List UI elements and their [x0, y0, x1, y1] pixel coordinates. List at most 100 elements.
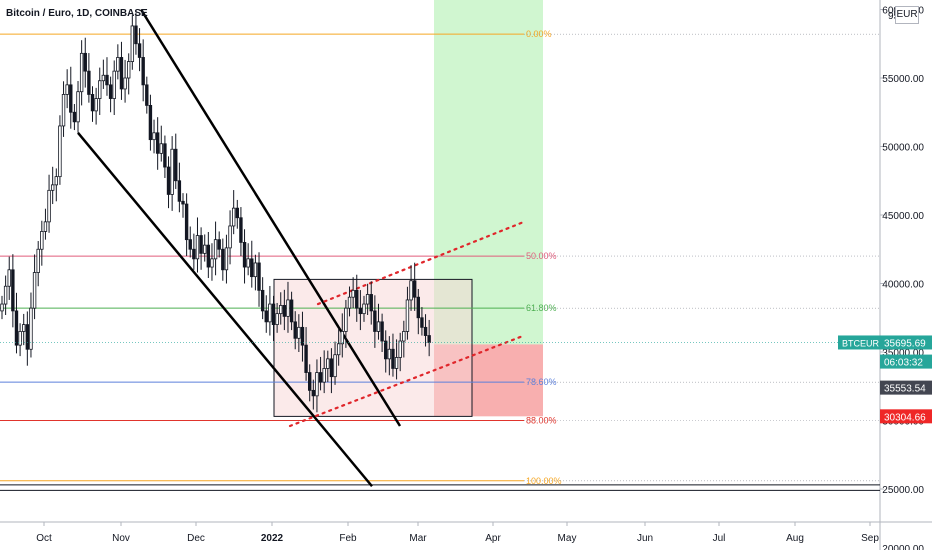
candle-body	[83, 52, 87, 72]
candle-body	[380, 321, 384, 342]
candle-body	[257, 262, 261, 291]
x-tick-label: Sep	[861, 533, 879, 544]
candle-body	[155, 132, 160, 154]
candle-body	[264, 310, 268, 323]
candle-body	[141, 57, 145, 86]
candle-body	[253, 262, 258, 278]
candle-body	[384, 340, 388, 360]
candle-body	[387, 348, 392, 360]
ticker-label-bg	[838, 335, 880, 350]
candle-body	[192, 248, 196, 260]
candle-body	[58, 125, 62, 178]
candle-body	[18, 331, 22, 346]
candle-body	[315, 372, 319, 397]
candle-body	[25, 324, 30, 350]
candle-body	[32, 272, 37, 309]
fib-level-label: 50.00%	[526, 251, 557, 261]
candle-body	[108, 84, 113, 99]
candle-body	[36, 248, 40, 273]
candle-body	[373, 310, 377, 332]
fib-level-label: 0.00%	[526, 29, 552, 39]
x-tick-label: 2022	[261, 533, 284, 544]
candle-body	[61, 94, 66, 127]
candle-body	[333, 354, 337, 378]
candle-body	[40, 231, 44, 250]
candle-body	[311, 389, 316, 397]
candle-body	[398, 340, 402, 358]
candle-body	[14, 310, 19, 346]
candle-body	[228, 225, 232, 249]
candle-body	[293, 321, 297, 339]
candle-body	[427, 335, 431, 343]
candle-body	[206, 244, 211, 268]
candle-body	[402, 331, 406, 342]
channel-lower-dotted-line	[288, 334, 526, 428]
candle-body	[297, 326, 301, 339]
x-tick-label: May	[558, 533, 577, 544]
candle-body	[271, 303, 276, 325]
x-tick-label: Aug	[786, 533, 804, 544]
y-tick-label: 35000.00	[882, 348, 924, 359]
candle-body	[224, 247, 229, 271]
candle-body	[112, 70, 116, 99]
fib-level-label: 78.60%	[526, 377, 557, 387]
candle-body	[72, 111, 77, 123]
candle-body	[116, 57, 120, 72]
price-label: 35695.69	[884, 338, 926, 349]
x-tick-label: Jul	[713, 533, 726, 544]
candle-body	[318, 372, 323, 383]
candle-body	[242, 241, 247, 268]
candle-body	[420, 317, 424, 328]
candle-body	[47, 189, 51, 223]
price-label: 35553.54	[884, 384, 926, 395]
candle-body	[177, 180, 182, 202]
candle-body	[22, 324, 26, 332]
candle-body	[199, 235, 203, 254]
candle-body	[163, 143, 167, 168]
candle-body	[275, 313, 279, 326]
candle-body	[221, 248, 225, 271]
candle-body	[423, 326, 428, 336]
y-tick-label: 25000.00	[882, 485, 924, 496]
candle-body	[369, 294, 373, 312]
fib-level-label: 100.00%	[526, 476, 562, 486]
x-tick-label: Feb	[339, 533, 357, 544]
ticker-label: BTCEUR	[842, 338, 880, 348]
candle-body	[188, 239, 192, 250]
candle-body	[347, 296, 352, 309]
candle-body	[213, 239, 218, 260]
candle-body	[322, 368, 326, 383]
x-tick-label: Jun	[637, 533, 653, 544]
candle-body	[43, 221, 48, 232]
candle-body	[351, 289, 355, 298]
candle-body	[65, 84, 69, 95]
candle-body	[362, 303, 366, 315]
candle-body	[405, 299, 410, 332]
candle-body	[181, 200, 185, 205]
candle-body	[90, 94, 95, 112]
wedge-lower-trendline	[77, 132, 373, 488]
currency-selector[interactable]: EUR	[895, 6, 919, 24]
candle-body	[0, 303, 4, 312]
chart-title: Bitcoin / Euro, 1D, COINBASE	[6, 8, 148, 19]
candle-body	[123, 77, 127, 90]
x-tick-label: Dec	[187, 533, 205, 544]
candle-body	[159, 143, 163, 154]
candle-body	[394, 357, 399, 369]
candle-body	[289, 299, 294, 323]
candle-body	[286, 299, 290, 317]
fib-level-label: 88.00%	[526, 416, 557, 426]
candle-body	[130, 25, 135, 62]
candle-body	[184, 203, 189, 241]
price-label-bg	[880, 354, 932, 369]
candle-body	[148, 105, 153, 141]
price-label: 06:03:32	[884, 358, 923, 369]
x-tick-label: Mar	[409, 533, 427, 544]
price-label-bg	[880, 380, 932, 395]
candle-body	[307, 372, 312, 391]
candle-body	[365, 294, 370, 305]
candle-body	[94, 98, 98, 112]
candle-body	[195, 235, 200, 260]
candle-body	[203, 244, 207, 254]
